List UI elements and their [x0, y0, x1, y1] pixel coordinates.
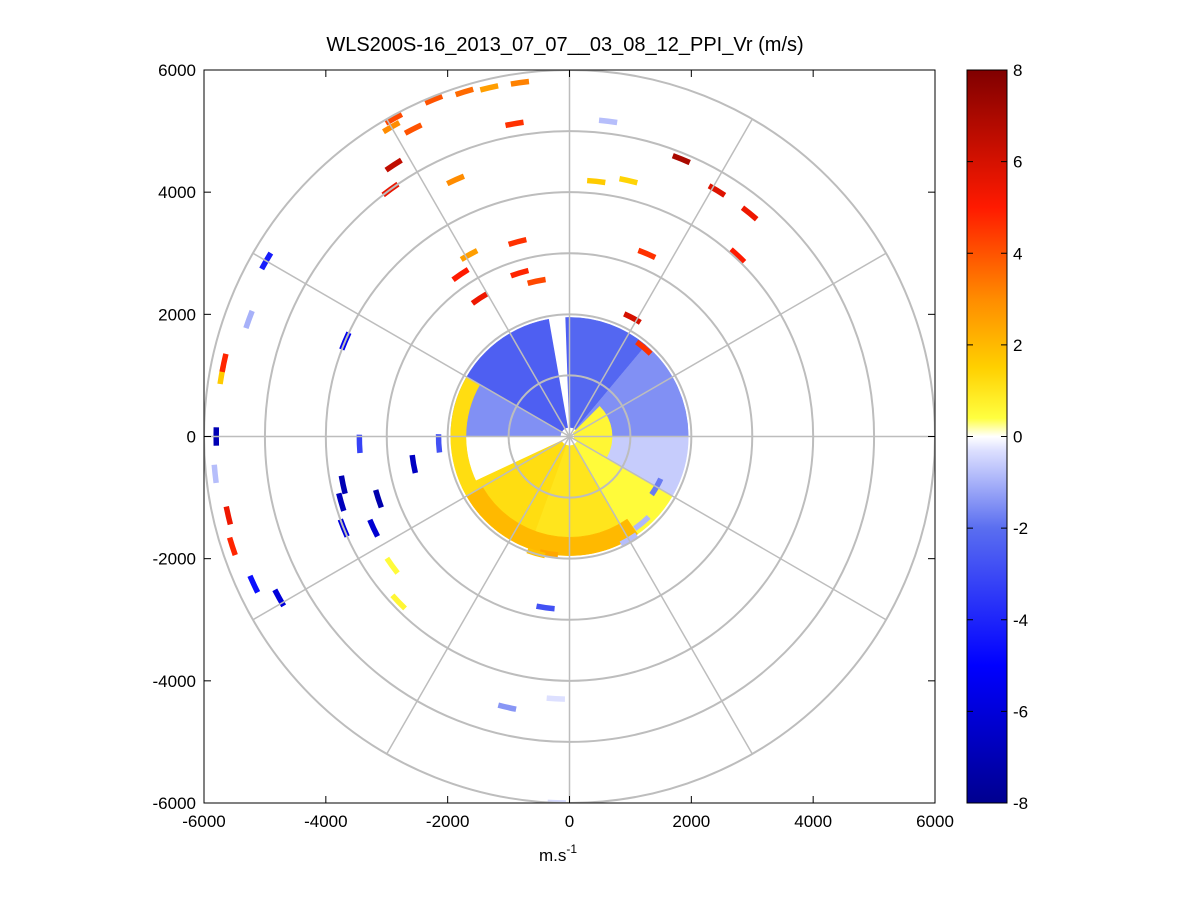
colorbar-tick-label: -6: [1013, 702, 1028, 721]
x-axis-ticks: -6000 -4000 -2000 0 2000 4000 6000: [182, 70, 954, 831]
echo-gate: [623, 311, 642, 325]
echo-gate: [637, 247, 657, 261]
colorbar-tick-label: 6: [1013, 153, 1022, 172]
y-tick-label: 2000: [158, 305, 196, 324]
colorbar-tick-label: 0: [1013, 428, 1022, 447]
colorbar-ticks: 8 6 4 2 0 -2 -4 -6 -8: [967, 61, 1028, 813]
colorbar-gradient: [966, 69, 1008, 804]
azimuth-spoke: [568, 436, 753, 755]
y-tick-label: 0: [187, 428, 196, 447]
echo-gate: [384, 157, 403, 173]
azimuth-spoke: [568, 118, 753, 437]
y-tick-label: 6000: [158, 61, 196, 80]
echo-gate: [504, 119, 524, 129]
y-axis-ticks: 6000 4000 2000 0 -2000 -4000 -6000: [153, 61, 935, 813]
echo-gate: [403, 122, 423, 136]
echo-gate: [618, 175, 638, 186]
azimuth-spoke: [252, 435, 570, 621]
y-tick-label: -4000: [153, 672, 196, 691]
echo-gate: [243, 309, 255, 330]
echo-gate: [409, 454, 419, 474]
field-sector: [572, 405, 613, 459]
polar-grid: [204, 70, 935, 803]
x-tick-label: 4000: [794, 812, 832, 831]
echo-gate: [223, 506, 234, 526]
echo-gate: [454, 86, 474, 98]
echo-gate: [479, 83, 499, 93]
echo-gate: [435, 434, 443, 453]
x-tick-label: -6000: [182, 812, 225, 831]
echo-gate: [740, 205, 759, 222]
x-tick-label: 2000: [672, 812, 710, 831]
azimuth-spoke: [252, 252, 570, 438]
echo-gate: [367, 518, 380, 538]
echo-gate: [535, 603, 555, 612]
echo-gate: [226, 536, 238, 556]
x-tick-label: 0: [565, 812, 574, 831]
echo-gate: [373, 489, 384, 509]
echo-gate: [424, 93, 444, 106]
echo-gate: [211, 464, 219, 484]
y-tick-label: -2000: [153, 550, 196, 569]
echo-gate: [546, 695, 565, 702]
x-tick-label: 6000: [916, 812, 954, 831]
echo-gate: [384, 556, 400, 575]
colorbar-tick-label: 2: [1013, 336, 1022, 355]
colorbar: 8 6 4 2 0 -2 -4 -6 -8: [966, 61, 1028, 813]
x-axis-label: m.s-1: [539, 842, 577, 865]
echo-gate: [446, 173, 465, 187]
x-axis-label-superscript: -1: [566, 842, 577, 856]
echo-gate: [510, 78, 530, 87]
echo-gate: [526, 276, 546, 286]
echo-gate: [729, 247, 747, 264]
echo-gate: [497, 702, 517, 712]
echo-gate: [219, 353, 229, 373]
echo-gate: [451, 267, 470, 282]
echo-gate: [635, 339, 653, 356]
echo-gate: [390, 593, 407, 611]
azimuth-spoke: [569, 435, 887, 621]
echo-gate: [459, 248, 479, 262]
echo-gate: [507, 236, 527, 247]
echo-gate: [598, 117, 618, 126]
chart-title: WLS200S-16_2013_07_07__03_08_12_PPI_Vr (…: [326, 34, 803, 56]
echo-gate: [338, 475, 348, 495]
echo-gate: [510, 267, 530, 279]
colorbar-tick-label: 8: [1013, 61, 1022, 80]
colorbar-tick-label: 4: [1013, 244, 1022, 263]
echo-gate: [247, 574, 261, 594]
azimuth-spoke: [569, 252, 887, 438]
azimuth-spoke: [386, 118, 571, 437]
echo-gate: [671, 153, 691, 166]
echo-gate: [356, 434, 363, 454]
echo-gate: [336, 492, 347, 512]
azimuth-spoke: [386, 436, 571, 755]
y-tick-label: -6000: [153, 794, 196, 813]
echo-gate: [586, 177, 606, 186]
colorbar-tick-label: -4: [1013, 611, 1028, 630]
echo-gate: [470, 291, 490, 306]
x-axis-label-main: m.s: [539, 846, 566, 865]
field-sector: [569, 317, 647, 430]
y-tick-label: 4000: [158, 183, 196, 202]
colorbar-tick-label: -2: [1013, 519, 1028, 538]
echo-gate: [633, 514, 651, 531]
colorbar-tick-label: -8: [1013, 794, 1028, 813]
x-tick-label: -2000: [426, 812, 469, 831]
x-tick-label: -4000: [304, 812, 347, 831]
